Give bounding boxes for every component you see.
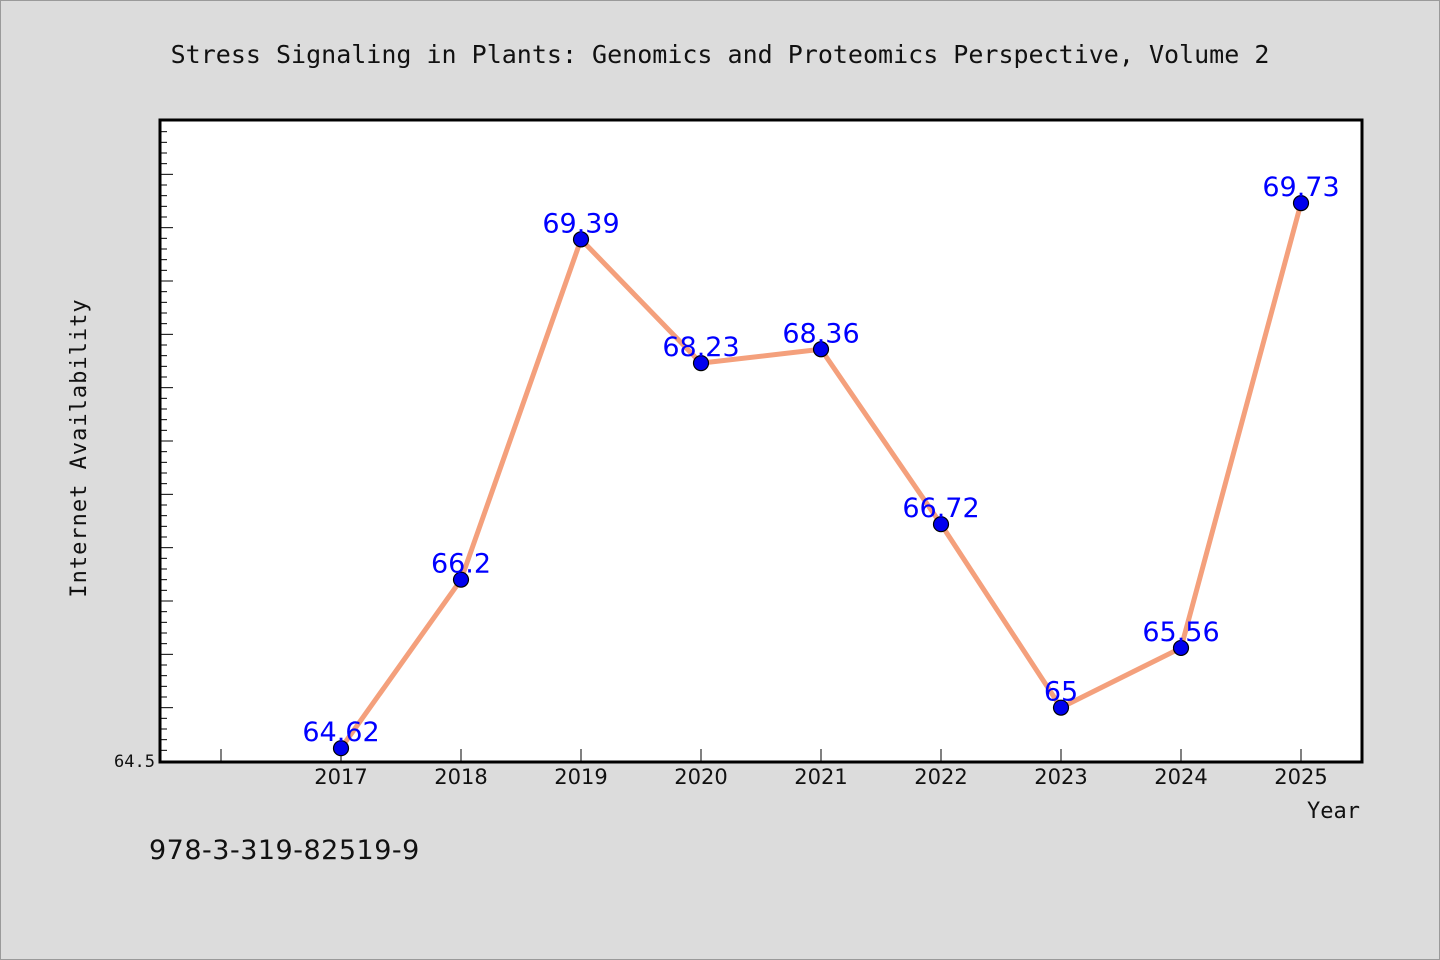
x-tick-label: 2022: [914, 765, 967, 789]
x-tick-label: 2024: [1154, 765, 1207, 789]
x-tick-label: 2025: [1274, 765, 1327, 789]
data-label: 69.39: [542, 208, 619, 239]
isbn-text: 978-3-319-82519-9: [149, 835, 420, 866]
data-label: 64.62: [302, 717, 379, 748]
x-axis-label: Year: [1307, 799, 1360, 824]
data-point: [452, 571, 470, 588]
chart-title: Stress Signaling in Plants: Genomics and…: [171, 40, 1270, 69]
plot-area: [158, 118, 1364, 764]
y-axis-label: Internet Availability: [67, 298, 92, 597]
data-label: 68.36: [782, 318, 859, 349]
data-point: [812, 341, 830, 358]
data-label: 68.23: [662, 332, 739, 363]
x-tick-label: 2017: [314, 765, 367, 789]
data-point: [692, 355, 710, 372]
data-point: [572, 231, 590, 248]
x-tick-label: 2018: [434, 765, 487, 789]
x-axis-tick-labels: 2017 2018 2019 2020 2021 2022 2023 2024 2025: [314, 765, 1327, 789]
data-label: 65: [1044, 677, 1078, 708]
data-markers: [332, 195, 1310, 757]
data-label: 66.72: [902, 493, 979, 524]
data-label: 66.2: [431, 549, 491, 580]
data-label: 65.56: [1142, 617, 1219, 648]
x-tick-label: 2023: [1034, 765, 1087, 789]
data-point: [1172, 639, 1190, 657]
x-tick-label: 2020: [674, 765, 727, 789]
y-axis-ticks: [161, 120, 173, 762]
data-point: [1292, 195, 1310, 212]
y-tick-label: 64.5: [114, 752, 155, 772]
data-point: [332, 740, 350, 757]
data-labels: 64.62 66.2 69.39 68.23 68.36 66.72 65 65.56 69.7…: [302, 172, 1339, 748]
data-point: [1052, 699, 1070, 716]
data-label: 69.73: [1262, 172, 1339, 203]
x-tick-label: 2021: [794, 765, 847, 789]
y-axis-tick-labels: 64.5: [114, 752, 155, 772]
data-point: [932, 516, 950, 533]
x-axis-ticks: [220, 749, 1302, 761]
x-tick-label: 2019: [554, 765, 607, 789]
